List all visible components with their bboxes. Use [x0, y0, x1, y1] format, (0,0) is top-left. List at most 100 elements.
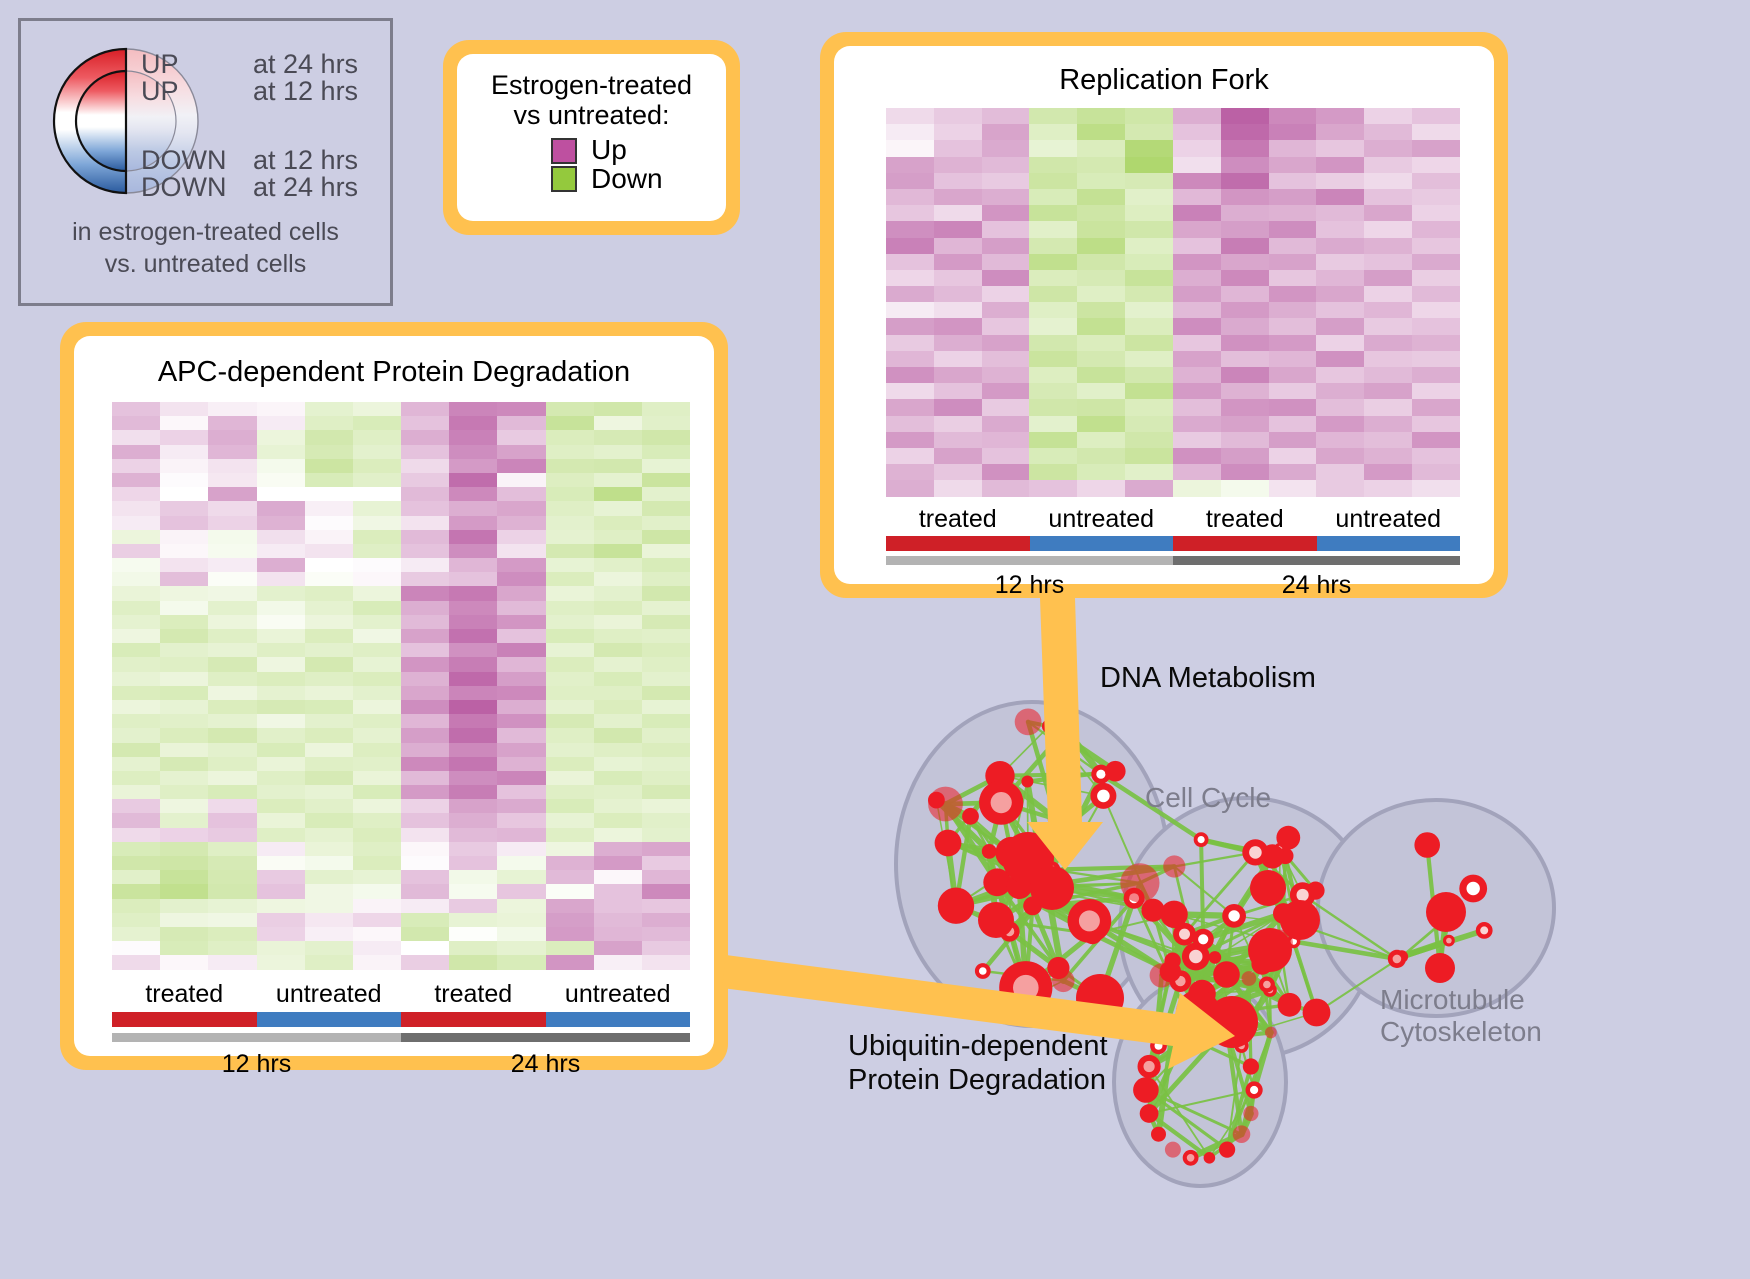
heatmap-cell: [1077, 269, 1126, 287]
heatmap-cell: [1077, 124, 1126, 141]
heatmap-cell: [208, 813, 257, 828]
heatmap-cell: [886, 124, 934, 141]
heatmap-cell: [1029, 140, 1078, 157]
heatmap-cell: [304, 756, 353, 771]
heatmap-cell: [304, 742, 353, 757]
heatmap-cell: [304, 558, 353, 573]
heatmap-cell: [160, 572, 209, 587]
heatmap-cell: [1412, 447, 1460, 465]
bar-12hrs: [886, 555, 1173, 565]
heatmap-cell: [352, 657, 401, 672]
heatmap-cell: [449, 671, 498, 686]
heatmap-cell: [593, 572, 642, 587]
heatmap-cell: [449, 685, 498, 700]
heatmap-cell: [352, 671, 401, 686]
heatmap-cell: [208, 501, 257, 516]
heatmap-cell: [352, 884, 401, 899]
heatmap-cell: [449, 643, 498, 658]
heatmap-cell: [641, 756, 690, 771]
heatmap-cell: [886, 334, 934, 351]
heatmap-cell: [497, 699, 546, 715]
heatmap-cell: [1172, 156, 1221, 173]
heatmap-cell: [160, 699, 209, 715]
heatmap-cell: [497, 870, 546, 885]
heatmap-cell: [545, 756, 594, 771]
heatmap-cell: [304, 785, 353, 800]
heatmap-cell: [1029, 302, 1078, 319]
heatmap-cell: [1412, 172, 1460, 189]
heatmap-cell: [401, 870, 450, 885]
legend-row: DOWN at 24 hrs: [141, 174, 391, 201]
heatmap-cell: [401, 898, 450, 913]
heatmap-cell: [160, 799, 209, 814]
network-node: [1426, 892, 1466, 932]
bar-treated-24: [1173, 535, 1317, 551]
heatmap-cell: [1220, 140, 1269, 157]
heatmap-cell: [1077, 253, 1126, 270]
heatmap-cell: [256, 770, 305, 786]
heatmap-cell: [304, 600, 353, 615]
heatmap-cell: [641, 558, 690, 573]
network-node: [1021, 775, 1034, 788]
heatmap-cell: [593, 430, 642, 445]
heatmap-cell: [112, 416, 161, 431]
heatmap-cell: [160, 444, 209, 459]
heatmap-cell: [1268, 415, 1317, 432]
heatmap-cell: [352, 955, 401, 970]
heatmap-cell: [112, 515, 161, 530]
heatmap-cell: [497, 841, 546, 856]
heatmap-cell: [1172, 399, 1221, 416]
heatmap-cell: [449, 501, 498, 516]
heatmap-cell: [449, 444, 498, 459]
heatmap-cell: [1220, 480, 1269, 497]
heatmap-cell: [1029, 447, 1078, 465]
heatmap-cell: [886, 367, 934, 384]
network-node: [983, 868, 1012, 897]
heatmap-cell: [593, 926, 642, 942]
heatmap-cell: [545, 600, 594, 615]
heatmap-cell: [545, 841, 594, 856]
heatmap-cell: [497, 586, 546, 601]
heatmap-cell: [641, 472, 690, 488]
heatmap-cell: [352, 926, 401, 942]
heatmap-cell: [352, 685, 401, 700]
heatmap-cell: [449, 558, 498, 573]
heatmap-cell: [352, 714, 401, 729]
heatmap-cell: [208, 572, 257, 587]
heatmap-cell: [401, 770, 450, 786]
heatmap-cell: [208, 444, 257, 459]
heatmap-cell: [401, 629, 450, 644]
heatmap-cell: [449, 402, 498, 417]
heatmap-cell: [208, 416, 257, 431]
heatmap-cell: [641, 444, 690, 459]
heatmap-cell: [933, 237, 982, 254]
heatmap-cell: [497, 614, 546, 629]
heatmap-cell: [981, 221, 1030, 238]
network-node: [1120, 863, 1160, 903]
heatmap-cell: [160, 515, 209, 530]
heatmap-cell: [593, 657, 642, 672]
heatmap-cell: [593, 685, 642, 700]
network-node-core: [1296, 888, 1309, 902]
heatmap-cell: [1220, 205, 1269, 222]
legend-timepoint: at 12 hrs: [253, 76, 359, 106]
heatmap-cell: [641, 926, 690, 942]
heatmap-cell: [304, 614, 353, 629]
heatmap-cell: [256, 487, 305, 502]
heatmap-cell: [401, 728, 450, 743]
heatmap-cell: [401, 685, 450, 700]
heatmap-cell: [112, 926, 161, 942]
heatmap-cell: [304, 444, 353, 459]
network-node: [1139, 1104, 1159, 1123]
heatmap-cell: [449, 586, 498, 601]
heatmap-cell: [1316, 415, 1365, 432]
network-node: [1014, 708, 1042, 736]
heatmap-cell: [1364, 447, 1413, 465]
heatmap-cell: [1220, 302, 1269, 319]
heatmap-cell: [208, 543, 257, 559]
heatmap-cell: [1077, 318, 1126, 335]
heatmap-cell: [1268, 124, 1317, 141]
bar-untreated-24: [545, 1011, 690, 1027]
heatmap-cell: [545, 714, 594, 729]
